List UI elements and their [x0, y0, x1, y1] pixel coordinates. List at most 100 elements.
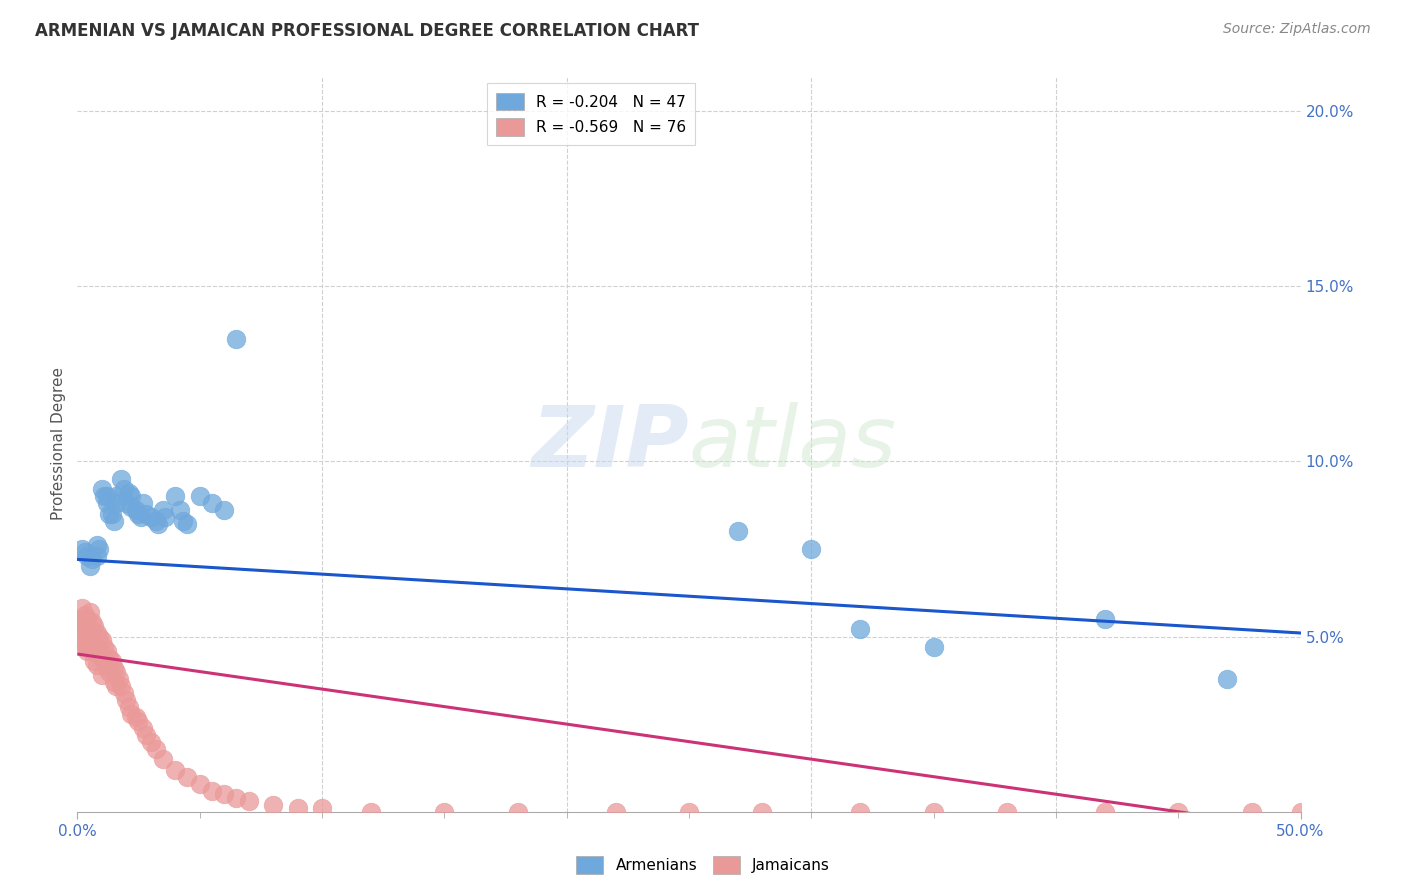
Point	[90, 633, 112, 648]
Point	[103, 661, 125, 675]
Point	[311, 801, 333, 815]
Point	[172, 514, 194, 528]
Point	[100, 654, 122, 668]
Point	[225, 790, 247, 805]
Point	[1094, 805, 1116, 819]
Point	[127, 507, 149, 521]
Point	[96, 489, 118, 503]
Point	[849, 623, 872, 637]
Point	[98, 650, 121, 665]
Text: atlas: atlas	[689, 402, 897, 485]
Point	[152, 503, 174, 517]
Point	[79, 559, 101, 574]
Point	[139, 510, 162, 524]
Point	[96, 643, 118, 657]
Point	[201, 783, 224, 797]
Point	[125, 503, 148, 517]
Point	[105, 679, 128, 693]
Point	[112, 483, 135, 497]
Point	[849, 805, 872, 819]
Point	[80, 615, 103, 630]
Point	[115, 692, 138, 706]
Point	[188, 489, 211, 503]
Point	[201, 496, 224, 510]
Point	[76, 626, 98, 640]
Point	[86, 640, 108, 654]
Point	[73, 636, 96, 650]
Point	[86, 626, 108, 640]
Point	[120, 500, 142, 514]
Point	[262, 797, 284, 812]
Point	[115, 496, 138, 510]
Y-axis label: Professional Degree: Professional Degree	[51, 368, 66, 520]
Point	[176, 517, 198, 532]
Point	[79, 623, 101, 637]
Point	[1289, 805, 1312, 819]
Point	[93, 489, 115, 503]
Point	[86, 657, 108, 672]
Point	[169, 503, 191, 517]
Point	[70, 619, 93, 633]
Point	[73, 623, 96, 637]
Point	[132, 496, 155, 510]
Point	[80, 643, 103, 657]
Point	[145, 514, 167, 528]
Point	[1094, 612, 1116, 626]
Point	[103, 675, 125, 690]
Point	[105, 496, 128, 510]
Point	[1240, 805, 1263, 819]
Point	[127, 714, 149, 728]
Point	[76, 643, 98, 657]
Point	[165, 489, 187, 503]
Point	[605, 805, 627, 819]
Point	[176, 770, 198, 784]
Point	[93, 654, 115, 668]
Point	[89, 630, 111, 644]
Point	[66, 636, 89, 650]
Point	[100, 507, 122, 521]
Point	[238, 794, 260, 808]
Point	[132, 721, 155, 735]
Point	[506, 805, 529, 819]
Point	[83, 636, 105, 650]
Point	[727, 524, 749, 539]
Point	[105, 489, 128, 503]
Point	[105, 665, 128, 679]
Point	[112, 685, 135, 699]
Point	[120, 706, 142, 721]
Point	[188, 777, 211, 791]
Point	[922, 805, 945, 819]
Point	[69, 615, 91, 630]
Point	[118, 699, 141, 714]
Point	[800, 541, 823, 556]
Point	[110, 679, 132, 693]
Point	[995, 805, 1018, 819]
Point	[79, 605, 101, 619]
Text: ARMENIAN VS JAMAICAN PROFESSIONAL DEGREE CORRELATION CHART: ARMENIAN VS JAMAICAN PROFESSIONAL DEGREE…	[35, 22, 699, 40]
Point	[98, 665, 121, 679]
Point	[66, 612, 89, 626]
Point	[86, 549, 108, 563]
Point	[103, 514, 125, 528]
Point	[69, 630, 91, 644]
Point	[135, 507, 157, 521]
Point	[70, 541, 93, 556]
Point	[110, 472, 132, 486]
Point	[678, 805, 700, 819]
Text: Source: ZipAtlas.com: Source: ZipAtlas.com	[1223, 22, 1371, 37]
Point	[146, 517, 169, 532]
Point	[80, 552, 103, 566]
Legend: Armenians, Jamaicans: Armenians, Jamaicans	[569, 850, 837, 880]
Point	[433, 805, 456, 819]
Point	[165, 763, 187, 777]
Point	[751, 805, 773, 819]
Point	[212, 503, 235, 517]
Point	[73, 545, 96, 559]
Point	[108, 672, 131, 686]
Point	[89, 541, 111, 556]
Point	[1167, 805, 1189, 819]
Point	[96, 496, 118, 510]
Point	[83, 654, 105, 668]
Point	[86, 538, 108, 552]
Point	[90, 668, 112, 682]
